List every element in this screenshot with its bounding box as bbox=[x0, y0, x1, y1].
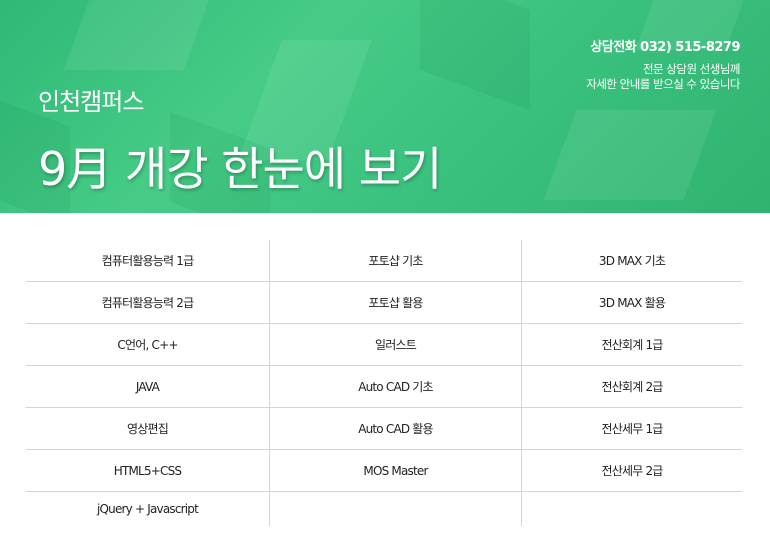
hero-banner: 인천캠퍼스 9月 개강 한눈에 보기 상담전화 032) 515-8279 전문… bbox=[0, 0, 770, 213]
course-cell: 3D MAX 활용 bbox=[598, 296, 666, 310]
course-cell: 전산회계 1급 bbox=[601, 338, 663, 352]
course-cell: 영상편집 bbox=[26, 408, 270, 449]
course-cell: JAVA bbox=[26, 366, 270, 407]
course-cell: 전산세무 2급 bbox=[601, 464, 663, 478]
course-cell: C언어, C++ bbox=[26, 324, 270, 365]
consult-description: 전문 상담원 선생님께 자세한 안내를 받으실 수 있습니다 bbox=[586, 62, 740, 92]
course-cell: 일러스트 bbox=[270, 324, 522, 365]
course-cell: MOS Master bbox=[270, 450, 522, 491]
table-row: HTML5+CSS MOS Master 전산세무 2급 bbox=[26, 450, 742, 492]
table-row: JAVA Auto CAD 기초 전산회계 2급 bbox=[26, 366, 742, 408]
course-cell: Auto CAD 활용 bbox=[270, 408, 522, 449]
table-row: 컴퓨터활용능력 1급 포토샵 기초 3D MAX 기초 bbox=[26, 240, 742, 282]
desc-line-2: 자세한 안내를 받으실 수 있습니다 bbox=[586, 77, 740, 91]
course-cell bbox=[270, 492, 522, 526]
page-title: 9月 개강 한눈에 보기 bbox=[38, 142, 442, 196]
course-cell: 컴퓨터활용능력 1급 bbox=[26, 240, 270, 281]
table-row: C언어, C++ 일러스트 전산회계 1급 bbox=[26, 324, 742, 366]
course-cell: 포토샵 활용 bbox=[270, 282, 522, 323]
table-row: 영상편집 Auto CAD 활용 전산세무 1급 bbox=[26, 408, 742, 450]
table-row: 컴퓨터활용능력 2급 포토샵 활용 3D MAX 활용 bbox=[26, 282, 742, 324]
course-cell: HTML5+CSS bbox=[26, 450, 270, 491]
course-cell: Auto CAD 기초 bbox=[270, 366, 522, 407]
phone-number: 상담전화 032) 515-8279 bbox=[590, 40, 740, 55]
table-row: jQuery + Javascript bbox=[26, 492, 742, 526]
course-cell bbox=[522, 492, 742, 526]
course-cell: 전산회계 2급 bbox=[601, 380, 663, 394]
course-cell: 3D MAX 기초 bbox=[598, 254, 666, 268]
course-cell: 포토샵 기초 bbox=[270, 240, 522, 281]
course-cell: jQuery + Javascript bbox=[26, 492, 270, 526]
course-cell: 컴퓨터활용능력 2급 bbox=[26, 282, 270, 323]
course-cell: 전산세무 1급 bbox=[601, 422, 663, 436]
desc-line-1: 전문 상담원 선생님께 bbox=[642, 62, 741, 76]
campus-name: 인천캠퍼스 bbox=[38, 88, 144, 116]
